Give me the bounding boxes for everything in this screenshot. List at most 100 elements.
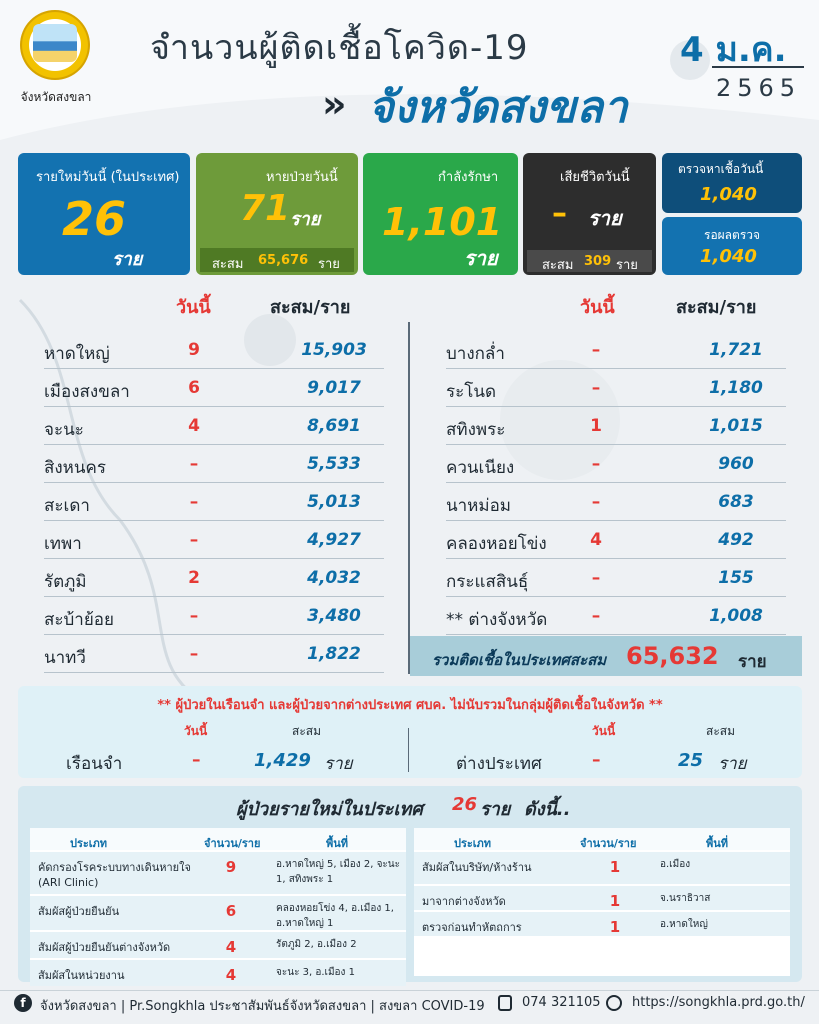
district-name: บางกล่ำ: [446, 344, 505, 364]
district-total: 5,013: [307, 492, 361, 512]
abroad-unit: ราย: [718, 754, 747, 774]
row-divider: [446, 482, 786, 483]
breakdown-count: 1: [609, 918, 621, 936]
breakdown-count: 9: [225, 858, 237, 876]
globe-icon: [606, 995, 622, 1011]
prison-label: เรือนจำ: [66, 754, 123, 774]
district-total: 8,691: [307, 416, 361, 436]
pending-value: 1,040: [700, 246, 757, 267]
row-divider: [446, 368, 786, 369]
breakdown-head-right: [414, 828, 790, 850]
deaths-cumulative-unit: ราย: [616, 258, 638, 273]
district-today: 9: [188, 340, 200, 360]
left-total-header: สะสม/ราย: [270, 297, 351, 318]
district-today: –: [591, 568, 601, 588]
district-total: 5,533: [307, 454, 361, 474]
abroad-total-header: สะสม: [706, 724, 736, 738]
district-today: 4: [590, 530, 602, 550]
page-title: จำนวนผู้ติดเชื้อโควิด-19: [150, 28, 529, 68]
total-summary-unit: ราย: [738, 652, 767, 672]
breakdown-type: สัมผัสผู้ป่วยยืนยันต่างจังหวัด: [38, 941, 171, 954]
row-divider: [44, 596, 384, 597]
district-today: 6: [188, 378, 200, 398]
recovered-label: หายป่วยวันนี้: [266, 170, 338, 185]
breakdown-head-left: [30, 828, 406, 850]
prison-total: 1,429: [254, 750, 311, 771]
district-total: 4,927: [307, 530, 361, 550]
district-today: –: [189, 606, 199, 626]
abroad-today: –: [592, 750, 601, 770]
breakdown-type: สัมผัสในหน่วยงาน: [38, 969, 125, 982]
breakdown-row: [30, 932, 406, 958]
tests-label: ตรวจหาเชื้อวันนี้: [678, 162, 764, 176]
district-today: –: [591, 492, 601, 512]
row-divider: [44, 406, 384, 407]
breakdown-area: คลองหอยโข่ง 4, อ.เมือง 1, อ.หาดใหญ่ 1: [276, 903, 394, 929]
province-title: จังหวัดสงขลา: [368, 82, 628, 133]
treating-card: [363, 153, 518, 275]
phone-icon: [498, 995, 512, 1011]
deaths-cumulative-label: สะสม: [542, 258, 574, 273]
excluded-cases-note: ** ผู้ป่วยในเรือนจำ และผู้ป่วยจากต่างประ…: [157, 698, 663, 713]
right-today-header: วันนี้: [580, 297, 615, 318]
deaths-cumulative-value: 309: [584, 254, 612, 269]
facebook-icon[interactable]: f: [14, 994, 32, 1012]
left-today-header: วันนี้: [176, 297, 211, 318]
breakdown-area: อ.หาดใหญ่ 5, เมือง 2, จะนะ 1, สทิงพระ 1: [276, 859, 401, 885]
district-name: คลองหอยโข่ง: [446, 534, 547, 554]
footer-url[interactable]: https://songkhla.prd.go.th/: [632, 995, 805, 1010]
district-name: เมืองสงขลา: [44, 382, 130, 402]
district-today: –: [189, 644, 199, 664]
breakdown-tail: ดังนี้..: [524, 799, 571, 820]
deaths-value: –: [552, 196, 567, 231]
breakdown-row: [30, 960, 406, 986]
breakdown-title: ผู้ป่วยรายใหม่ในประเทศ: [236, 799, 423, 820]
district-name: นาหม่อม: [446, 496, 511, 516]
breakdown-type: สัมผัสในบริษัท/ห้างร้าน: [422, 861, 532, 874]
breakdown-head-count-right: จำนวน/ราย: [580, 837, 637, 850]
treating-label: กำลังรักษา: [438, 170, 499, 185]
seal-emblem-icon: [33, 24, 77, 62]
breakdown-head-area-right: พื้นที่: [706, 837, 729, 850]
district-total: 15,903: [301, 340, 367, 360]
breakdown-area: รัตภูมิ 2, อ.เมือง 2: [276, 939, 357, 950]
row-divider: [446, 406, 786, 407]
new-cases-label: รายใหม่วันนี้ (ในประเทศ): [36, 170, 180, 185]
footer-divider: [0, 990, 819, 991]
pending-card: [662, 217, 802, 275]
row-divider: [44, 482, 384, 483]
breakdown-head-count-left: จำนวน/ราย: [204, 837, 261, 850]
row-divider: [44, 520, 384, 521]
breakdown-count: 4: [225, 966, 237, 984]
abroad-today-header: วันนี้: [592, 724, 616, 738]
district-total: 155: [718, 568, 754, 588]
row-divider: [446, 558, 786, 559]
prison-today-header: วันนี้: [184, 724, 208, 738]
footer-phone[interactable]: 074 321105: [522, 995, 601, 1010]
district-total: 683: [718, 492, 754, 512]
row-divider: [446, 444, 786, 445]
breakdown-count: 4: [225, 938, 237, 956]
report-year: 2565: [716, 74, 802, 102]
district-name: จะนะ: [44, 420, 84, 440]
prison-unit: ราย: [324, 754, 353, 774]
note-divider: [408, 728, 409, 772]
district-name: ** ต่างจังหวัด: [446, 610, 548, 630]
district-total: 1,180: [709, 378, 763, 398]
breakdown-count: 6: [225, 902, 237, 920]
row-divider: [44, 558, 384, 559]
district-today: 1: [590, 416, 602, 436]
district-name: ระโนด: [446, 382, 497, 402]
breakdown-area: จ.นราธิวาส: [660, 893, 711, 904]
district-today: –: [591, 378, 601, 398]
district-name: นาทวี: [44, 648, 86, 668]
breakdown-row: [30, 896, 406, 930]
breakdown-row: [414, 912, 790, 936]
breakdown-unit: ราย: [480, 799, 511, 820]
breakdown-row: [414, 852, 790, 884]
breakdown-head-type-right: ประเภท: [454, 837, 492, 850]
breakdown-count: 1: [609, 892, 621, 910]
row-divider: [446, 520, 786, 521]
breakdown-count: 1: [609, 858, 621, 876]
breakdown-type: สัมผัสผู้ป่วยยืนยัน: [38, 905, 120, 918]
